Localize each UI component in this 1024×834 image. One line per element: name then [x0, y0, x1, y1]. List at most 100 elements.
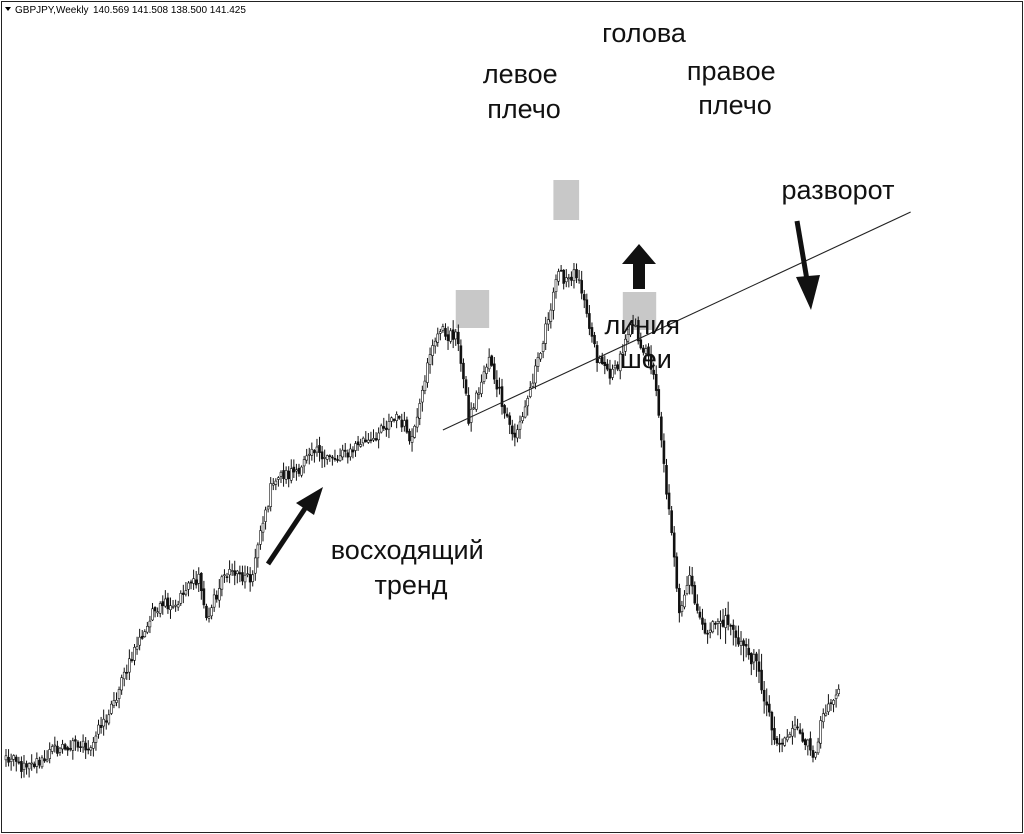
candle-body — [385, 427, 388, 431]
chart-header: GBPJPY,Weekly 140.569 141.508 138.500 14… — [5, 5, 246, 16]
candle — [613, 360, 617, 375]
candle — [742, 638, 745, 662]
candle — [508, 412, 512, 435]
candle — [236, 569, 239, 584]
candle-body — [647, 346, 650, 357]
candle-body — [318, 445, 321, 453]
candle-body — [310, 448, 314, 456]
candle — [739, 631, 743, 656]
candle — [7, 749, 10, 767]
candle — [261, 516, 265, 542]
candle-body — [107, 714, 111, 724]
candle — [84, 737, 87, 759]
label-neckline: линия шеи — [605, 310, 688, 374]
candle — [318, 436, 321, 462]
candle — [176, 600, 180, 611]
candle — [369, 431, 373, 444]
candle-body — [223, 574, 226, 577]
candle-body — [516, 429, 519, 439]
candle — [690, 566, 694, 595]
candle — [364, 431, 368, 443]
candle — [115, 692, 118, 707]
candle — [400, 413, 404, 432]
label-right-shoulder-line2: плечо — [698, 90, 772, 120]
candle-body — [518, 421, 522, 430]
candle-body — [302, 459, 306, 467]
candle — [35, 752, 39, 774]
candle — [570, 271, 573, 287]
candle — [642, 344, 645, 356]
candle-body — [531, 382, 535, 387]
highlight-box-0 — [455, 290, 490, 328]
candle-body — [716, 621, 720, 624]
candle — [94, 731, 98, 751]
candle — [74, 735, 77, 751]
candle-body — [279, 471, 283, 477]
candle — [444, 323, 447, 341]
neckline-arrow-icon — [622, 244, 656, 289]
candle — [821, 708, 825, 729]
candle-body — [546, 319, 550, 325]
candle — [701, 608, 704, 631]
uptrend-arrow-icon — [265, 487, 323, 566]
candle-body — [803, 739, 807, 746]
candle — [367, 433, 370, 444]
candle — [472, 403, 476, 410]
candle-body — [457, 331, 460, 345]
dropdown-triangle-icon[interactable] — [5, 7, 11, 11]
candle-body — [760, 669, 763, 691]
candle — [647, 343, 650, 366]
candle — [143, 629, 147, 638]
candle-body — [56, 745, 59, 754]
candle — [408, 428, 411, 445]
candle — [313, 449, 316, 463]
candle — [112, 692, 116, 709]
candle — [284, 466, 288, 484]
candle-body — [482, 371, 486, 382]
candle-body — [30, 762, 34, 765]
label-neckline-line2: шеи — [620, 344, 672, 374]
candle-body — [600, 356, 604, 364]
candle — [174, 599, 177, 612]
candle — [464, 376, 468, 396]
candle — [824, 704, 828, 717]
candle-body — [654, 374, 658, 391]
candle-body — [469, 408, 473, 423]
candle-body — [218, 588, 221, 601]
candle — [706, 629, 709, 644]
candle — [315, 438, 319, 457]
candle-body — [423, 380, 427, 392]
candle — [749, 652, 753, 676]
candle — [246, 566, 249, 578]
candle-body — [45, 759, 49, 762]
candle — [832, 698, 835, 713]
candle — [346, 449, 350, 464]
candle — [780, 738, 784, 753]
candle — [212, 588, 216, 612]
candle — [359, 438, 362, 448]
candle-body — [110, 703, 113, 714]
candle-body — [76, 741, 80, 748]
candle — [390, 416, 393, 428]
candle-body — [791, 728, 794, 737]
candle — [336, 454, 339, 463]
candle — [297, 463, 301, 477]
candle — [513, 423, 517, 447]
ohlc-readout: 140.569 141.508 138.500 141.425 — [93, 5, 246, 16]
candle — [503, 403, 506, 419]
candle-body — [413, 425, 416, 438]
candle-body — [549, 309, 553, 322]
candle — [354, 441, 357, 457]
candle-body — [174, 604, 177, 607]
candle — [81, 734, 85, 753]
candle-body — [449, 330, 452, 342]
candle-body — [179, 593, 183, 604]
candle — [495, 370, 499, 398]
candle-body — [616, 364, 619, 370]
candle-body — [354, 443, 357, 451]
candle-body — [737, 637, 740, 645]
candle-body — [657, 389, 661, 416]
candle — [536, 352, 540, 372]
candle-body — [238, 572, 242, 575]
candle — [654, 365, 658, 397]
